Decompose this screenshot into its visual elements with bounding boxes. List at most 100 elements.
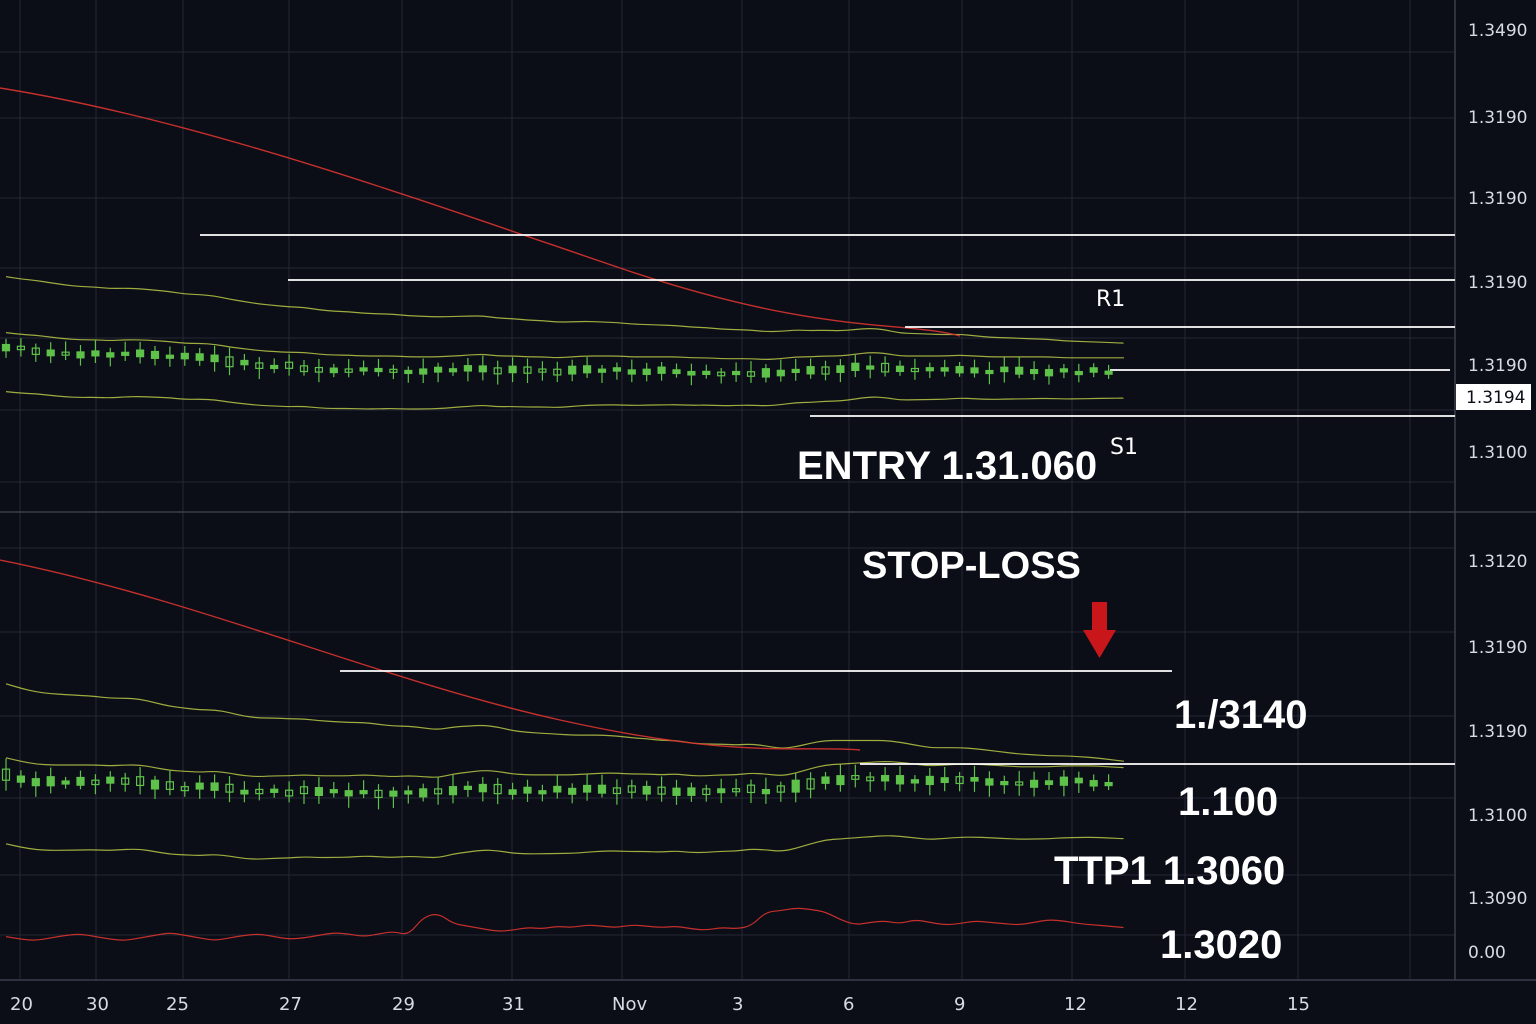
candle-body: [672, 787, 681, 796]
candle-body: [329, 789, 338, 794]
candle-body: [344, 368, 353, 373]
candle-body: [970, 777, 979, 782]
candle-body: [448, 368, 458, 373]
price-axis: 1.3490 1.3190 1.3190 1.3190 1.3190 1.310…: [1456, 21, 1531, 963]
candle-body: [910, 367, 920, 373]
candle-body: [940, 777, 949, 784]
x-tick-label: 31: [502, 994, 525, 1015]
candle-body: [1044, 369, 1054, 377]
candle-body: [1029, 779, 1039, 788]
candle-body: [76, 351, 85, 359]
x-tick-label: 27: [279, 994, 302, 1015]
x-tick-label: 20: [10, 994, 33, 1015]
candle-body: [1074, 370, 1083, 376]
candle-body: [210, 354, 219, 363]
candle-body: [91, 350, 100, 357]
candle-body: [568, 787, 577, 795]
candle-body: [434, 788, 443, 795]
upper-band-top: [5, 276, 1125, 344]
candle-body: [404, 790, 413, 795]
candle-body: [329, 367, 338, 374]
candle-body: [761, 789, 771, 795]
candle-body: [61, 780, 70, 785]
candle-body: [389, 790, 398, 797]
current-price-label: 1.3194: [1466, 388, 1525, 408]
candle-body: [776, 785, 785, 793]
candle-body: [717, 788, 726, 794]
candle-body: [970, 367, 979, 374]
candle-body: [270, 364, 279, 370]
candle-body: [285, 361, 294, 369]
candle-body: [493, 783, 502, 795]
x-tick-label: 12: [1175, 994, 1198, 1015]
candle-body: [121, 777, 130, 785]
candle-body: [463, 365, 472, 372]
oscillator-line: [5, 907, 1125, 941]
candle-body: [821, 776, 830, 784]
candle-body: [404, 369, 413, 375]
candle-body: [880, 362, 890, 373]
candle-body: [806, 366, 815, 375]
candle-body: [1089, 367, 1098, 373]
y-tick-label: 1.3190: [1468, 108, 1527, 128]
y-tick-label: 1.3190: [1468, 356, 1527, 376]
candle-body: [225, 783, 234, 793]
x-tick-label: 6: [843, 994, 854, 1015]
candle-body: [821, 366, 830, 375]
candle-body: [136, 776, 145, 787]
candle-body: [16, 345, 25, 351]
x-tick-label: 30: [86, 994, 109, 1015]
candle-body: [940, 367, 949, 372]
x-tick-label: 3: [732, 994, 743, 1015]
candle-body: [1015, 366, 1024, 375]
take-profit-c: TTP1 1.3060: [1054, 849, 1285, 893]
candle-body: [106, 352, 115, 358]
candle-body: [731, 370, 741, 376]
candle-body: [255, 788, 264, 795]
candle-body: [791, 779, 800, 793]
candle-body: [463, 785, 472, 790]
candle-body: [925, 775, 934, 786]
candle-body: [582, 784, 592, 793]
x-tick-label: 25: [166, 994, 189, 1015]
indicator-bands: [0, 87, 1125, 860]
candle-body: [1089, 780, 1098, 787]
candle-body: [955, 776, 964, 785]
candle-body: [493, 367, 502, 375]
take-profit-d: 1.3020: [1160, 923, 1282, 967]
candle-body: [31, 347, 40, 355]
y-tick-label: 1.3100: [1468, 443, 1527, 463]
candle-body: [851, 774, 860, 780]
candle-body: [568, 365, 577, 375]
r1-label: R1: [1096, 287, 1125, 312]
candle-body: [776, 369, 785, 377]
y-tick-label: 1.3190: [1468, 638, 1527, 658]
candle-body: [478, 365, 487, 373]
candle-body: [46, 776, 55, 787]
candle-body: [1015, 781, 1024, 786]
candle-body: [344, 790, 353, 797]
upper-band-bottom: [5, 683, 1125, 762]
candle-body: [46, 349, 55, 357]
candle-body: [910, 779, 920, 784]
candle-body: [627, 785, 636, 793]
candle-body: [866, 365, 875, 370]
candle-body: [374, 789, 383, 799]
candle-body: [1074, 777, 1083, 784]
candle-body: [1104, 370, 1113, 375]
candle-body: [538, 790, 547, 795]
candle-body: [523, 786, 532, 794]
y-tick-label: 1.3100: [1468, 806, 1527, 826]
candle-body: [478, 783, 487, 793]
candle-body: [836, 775, 845, 786]
price-levels: [200, 234, 1455, 765]
candle-body: [285, 789, 294, 797]
candle-body: [627, 369, 636, 375]
candle-body: [836, 365, 845, 373]
candle-body: [210, 782, 219, 791]
candle-body: [1044, 780, 1054, 786]
x-tick-label: 9: [954, 994, 965, 1015]
candle-body: [538, 368, 547, 373]
candle-body: [1059, 776, 1069, 786]
candle-body: [16, 775, 25, 783]
